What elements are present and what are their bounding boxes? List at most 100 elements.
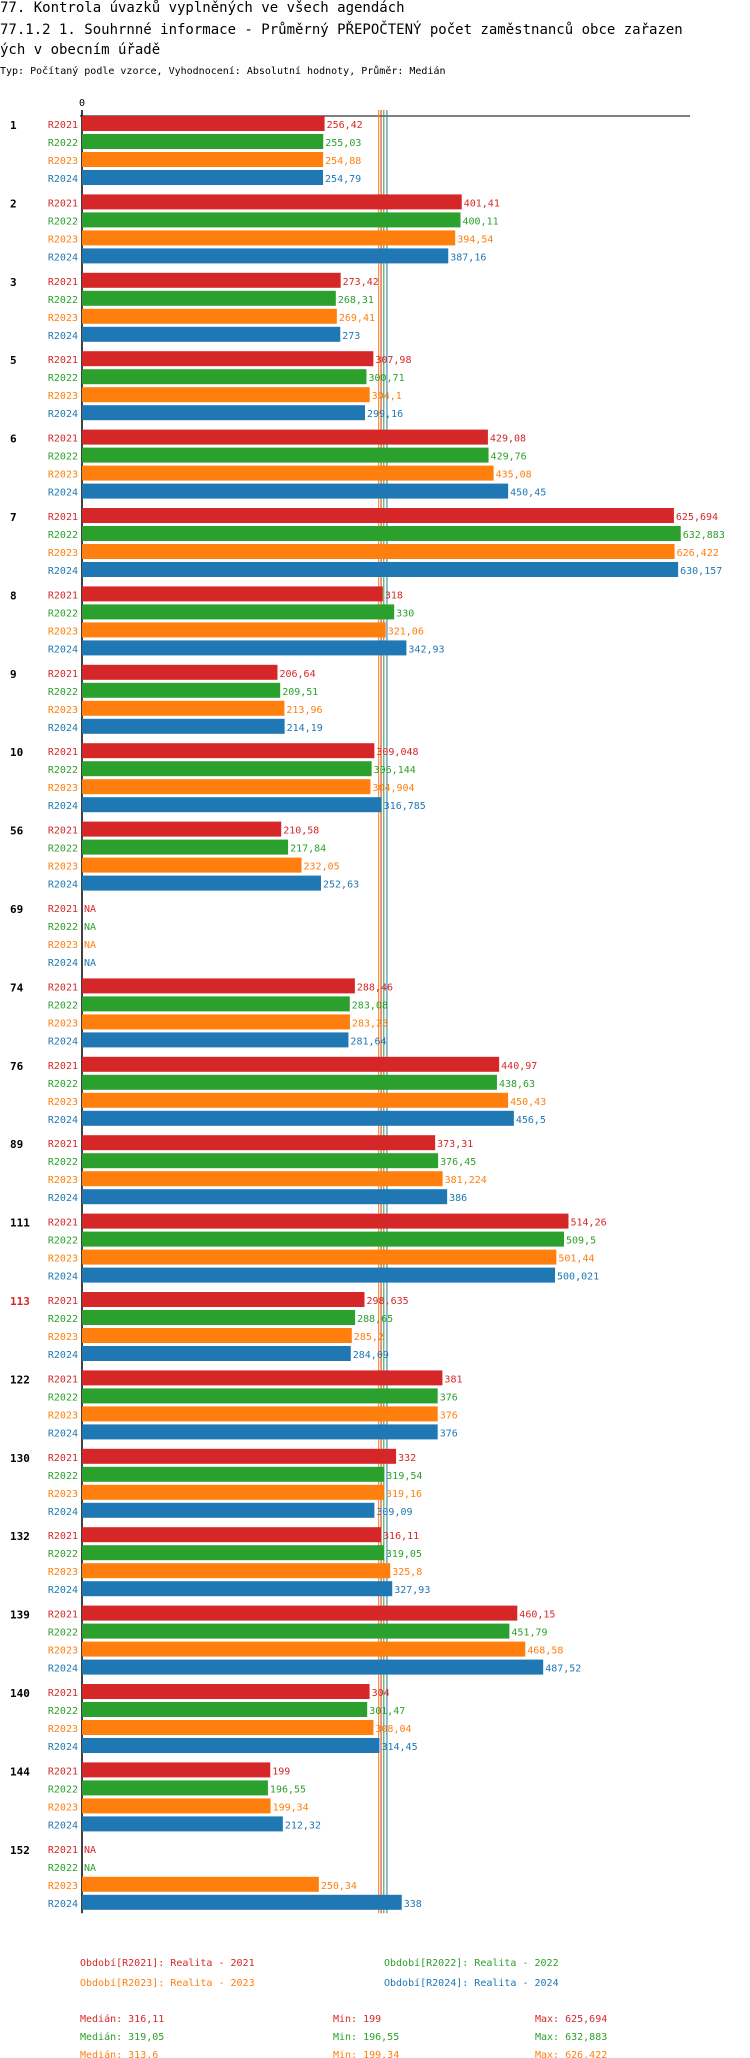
value-label-56-r2022: 217,84	[290, 844, 326, 855]
bar-8-r2021	[82, 586, 383, 602]
value-label-74-r2023: 283,23	[352, 1018, 388, 1029]
series-label-140-r2023: R2023	[48, 1724, 78, 1735]
value-label-74-r2022: 283,08	[352, 1000, 388, 1011]
value-label-76-r2023: 450,43	[510, 1097, 546, 1108]
bar-76-r2023	[82, 1092, 509, 1108]
value-label-152-r2023: 250,34	[321, 1881, 357, 1892]
series-label-132-r2023: R2023	[48, 1567, 78, 1578]
bar-140-r2022	[82, 1702, 368, 1717]
bar-139-r2021	[82, 1605, 518, 1621]
bar-140-r2023	[82, 1720, 374, 1735]
category-label-10: 10	[10, 746, 23, 759]
value-label-9-r2022: 209,51	[282, 687, 318, 698]
series-label-10-r2022: R2022	[48, 765, 78, 776]
series-label-7-r2023: R2023	[48, 548, 78, 559]
value-label-3-r2021: 273,42	[343, 277, 379, 288]
bar-152-r2024	[82, 1894, 402, 1910]
category-label-3: 3	[10, 276, 17, 289]
category-label-8: 8	[10, 589, 17, 602]
legend-r2024: Období[R2024]: Realita - 2024	[384, 1977, 559, 1989]
bar-10-r2023	[82, 779, 371, 795]
value-label-140-r2021: 304	[372, 1688, 390, 1699]
value-label-122-r2022: 376	[440, 1392, 458, 1403]
value-label-140-r2023: 308,04	[375, 1724, 411, 1735]
value-label-2-r2023: 394,54	[457, 234, 493, 245]
median-stat-r2021: Medián: 316,11	[80, 2013, 164, 2025]
bar-5-r2024	[82, 405, 366, 421]
value-label-132-r2021: 316,11	[383, 1531, 419, 1542]
value-label-9-r2023: 213,96	[286, 705, 322, 716]
min-stat-r2023: Min: 199,34	[333, 2050, 399, 2058]
value-label-10-r2021: 309,048	[376, 747, 418, 758]
legend-r2021: Období[R2021]: Realita - 2021	[80, 1957, 255, 1969]
series-label-7-r2024: R2024	[48, 566, 78, 577]
bar-7-r2023	[82, 544, 675, 559]
series-label-2-r2022: R2022	[48, 216, 78, 227]
value-label-7-r2021: 625,694	[676, 512, 718, 523]
series-label-152-r2024: R2024	[48, 1899, 78, 1910]
bar-130-r2023	[82, 1484, 384, 1500]
bar-76-r2024	[82, 1110, 514, 1126]
bar-2-r2021	[82, 194, 462, 210]
bar-56-r2022	[82, 839, 289, 855]
bar-74-r2023	[82, 1014, 350, 1030]
value-label-10-r2024: 316,785	[384, 801, 426, 812]
value-label-69-r2022: NA	[84, 922, 96, 933]
max-stat-r2021: Max: 625,694	[535, 2014, 607, 2025]
bar-89-r2021	[82, 1135, 436, 1151]
category-label-113: 113	[10, 1295, 30, 1308]
bar-130-r2022	[82, 1466, 385, 1482]
category-label-139: 139	[10, 1609, 30, 1622]
value-label-7-r2023: 626,422	[677, 548, 719, 559]
value-label-5-r2023: 304,1	[372, 391, 402, 402]
value-label-69-r2024: NA	[84, 958, 96, 969]
series-label-6-r2024: R2024	[48, 488, 78, 499]
value-label-122-r2023: 376	[440, 1410, 458, 1421]
category-label-5: 5	[10, 354, 17, 367]
axis-zero-label: 0	[79, 98, 85, 109]
value-label-69-r2021: NA	[84, 904, 96, 915]
series-label-56-r2021: R2021	[48, 826, 78, 837]
bar-130-r2024	[82, 1502, 375, 1518]
series-label-8-r2022: R2022	[48, 608, 78, 619]
bar-89-r2024	[82, 1189, 448, 1205]
value-label-144-r2022: 196,55	[270, 1784, 306, 1795]
series-label-1-r2022: R2022	[48, 138, 78, 149]
series-label-132-r2022: R2022	[48, 1549, 78, 1560]
value-label-3-r2024: 273	[342, 331, 360, 342]
series-label-144-r2021: R2021	[48, 1766, 78, 1777]
bar-5-r2023	[82, 387, 370, 403]
value-label-76-r2021: 440,97	[501, 1061, 537, 1072]
value-label-152-r2022: NA	[84, 1863, 96, 1874]
value-label-89-r2023: 381,224	[445, 1175, 487, 1186]
series-label-139-r2021: R2021	[48, 1610, 78, 1621]
value-label-144-r2024: 212,32	[285, 1820, 321, 1831]
value-label-10-r2023: 304,904	[372, 783, 414, 794]
bar-10-r2022	[82, 761, 372, 777]
median-stat-r2023: Medián: 313,6	[80, 2049, 158, 2058]
series-label-122-r2022: R2022	[48, 1392, 78, 1403]
bar-122-r2021	[82, 1370, 443, 1386]
bar-1-r2021	[82, 116, 325, 131]
series-label-122-r2024: R2024	[48, 1428, 78, 1439]
category-label-76: 76	[10, 1060, 24, 1073]
bar-74-r2021	[82, 978, 355, 994]
series-label-140-r2024: R2024	[48, 1742, 78, 1753]
series-label-113-r2023: R2023	[48, 1332, 78, 1343]
bar-3-r2024	[82, 326, 341, 342]
value-label-139-r2021: 460,15	[519, 1610, 555, 1621]
series-label-3-r2024: R2024	[48, 331, 78, 342]
bar-3-r2022	[82, 290, 336, 306]
category-label-69: 69	[10, 903, 23, 916]
value-label-111-r2022: 509,5	[566, 1236, 596, 1247]
bar-9-r2022	[82, 682, 281, 698]
bar-113-r2021	[82, 1292, 365, 1307]
legend-r2022: Období[R2022]: Realita - 2022	[384, 1957, 559, 1969]
bar-111-r2021	[82, 1213, 569, 1229]
value-label-6-r2021: 429,08	[490, 434, 526, 445]
value-label-2-r2022: 400,11	[463, 216, 499, 227]
series-label-56-r2022: R2022	[48, 844, 78, 855]
bar-140-r2024	[82, 1738, 380, 1753]
series-label-144-r2023: R2023	[48, 1802, 78, 1813]
bar-74-r2024	[82, 1032, 349, 1048]
